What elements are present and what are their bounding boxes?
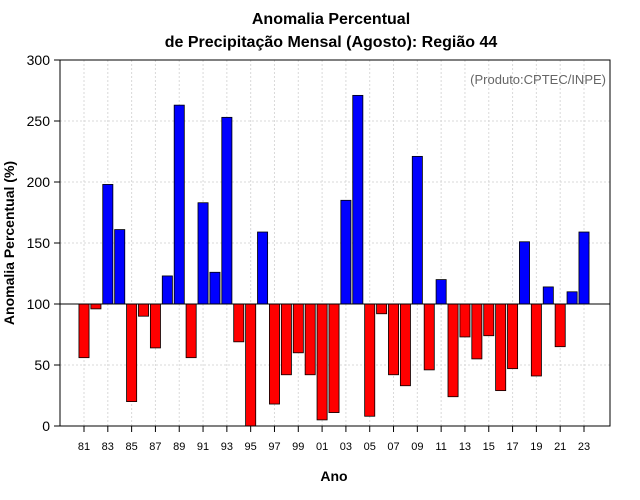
- y-tick-label: 300: [27, 52, 51, 68]
- bar-2007: [388, 303, 399, 376]
- x-tick-label: 13: [459, 441, 471, 453]
- y-axis: 0 50 100 150 200 250 300: [27, 52, 60, 434]
- x-tick-label: 01: [316, 441, 328, 453]
- x-axis: 81 83 85 87 89 91 93 95 97 99 01 03 05 07 09 11 13 15 17 19…: [78, 426, 590, 453]
- x-tick-label: 85: [125, 441, 137, 453]
- x-tick-label: 11: [435, 441, 446, 453]
- bar-1984: [114, 229, 126, 305]
- chart-title-line2: de Precipitação Mensal (Agosto): Região …: [165, 34, 498, 51]
- x-tick-label: 99: [292, 441, 304, 453]
- bar-2019: [530, 303, 542, 377]
- y-tick-label: 100: [27, 296, 51, 312]
- bar-2018: [519, 241, 530, 305]
- bar-2015: [483, 303, 495, 337]
- bars: [78, 94, 590, 427]
- x-tick-label: 89: [173, 441, 185, 453]
- credit-text: (Produto:CPTEC/INPE): [470, 72, 606, 87]
- bar-1989: [173, 104, 185, 305]
- x-tick-label: 23: [578, 441, 590, 453]
- x-tick-label: 21: [554, 441, 566, 453]
- bar-2012: [447, 303, 459, 398]
- bar-1990: [185, 303, 197, 359]
- bar-2020: [542, 286, 554, 305]
- bar-1983: [102, 184, 114, 305]
- y-tick-label: 150: [27, 235, 51, 251]
- chart-title-line1: Anomalia Percentual: [252, 11, 410, 28]
- bar-1987: [149, 303, 161, 349]
- bar-2023: [578, 231, 590, 305]
- x-tick-label: 07: [387, 441, 399, 453]
- y-tick-label: 200: [27, 174, 51, 190]
- bar-2011: [435, 279, 447, 305]
- y-tick-label: 50: [34, 357, 50, 373]
- x-tick-label: 09: [411, 441, 423, 453]
- bar-2005: [364, 303, 376, 417]
- bar-1985: [126, 303, 138, 402]
- bar-1994: [233, 303, 245, 343]
- y-tick-label: 250: [27, 113, 51, 129]
- x-tick-label: 83: [102, 441, 114, 453]
- bar-2022: [566, 291, 578, 305]
- bar-1991: [197, 202, 209, 305]
- bar-1993: [221, 116, 233, 305]
- bar-2002: [328, 303, 340, 413]
- x-tick-label: 17: [506, 441, 518, 453]
- bar-2003: [340, 199, 352, 305]
- x-tick-label: 15: [483, 441, 495, 453]
- bar-2008: [399, 303, 411, 387]
- bar-1986: [138, 303, 149, 317]
- bar-1988: [161, 275, 173, 305]
- bar-2021: [554, 303, 566, 348]
- bar-1982: [90, 303, 102, 310]
- bar-1999: [292, 303, 304, 354]
- y-tick-label: 0: [42, 418, 50, 434]
- x-tick-label: 05: [364, 441, 376, 453]
- bar-2014: [471, 303, 483, 360]
- bar-1997: [269, 303, 280, 405]
- bar-2006: [376, 303, 388, 315]
- x-tick-label: 91: [197, 441, 209, 453]
- x-tick-label: 95: [245, 441, 257, 453]
- bar-2004: [352, 94, 364, 305]
- bar-2016: [495, 303, 507, 392]
- x-tick-label: 19: [530, 441, 542, 453]
- bar-1992: [209, 271, 221, 305]
- x-tick-label: 81: [78, 441, 90, 453]
- x-tick-label: 93: [221, 441, 233, 453]
- bar-1996: [257, 231, 269, 305]
- bar-2009: [411, 155, 423, 305]
- bar-1981: [78, 303, 90, 359]
- y-axis-label: Anomalia Percentual (%): [1, 161, 17, 325]
- bar-1995: [245, 303, 257, 427]
- bar-2010: [423, 303, 435, 371]
- bar-2000: [304, 303, 316, 376]
- x-tick-label: 03: [340, 441, 352, 453]
- x-axis-label: Ano: [320, 468, 347, 484]
- bar-1998: [280, 303, 292, 376]
- x-tick-label: 87: [149, 441, 161, 453]
- bar-2001: [316, 303, 328, 421]
- bar-2013: [459, 303, 471, 338]
- bar-2017: [507, 303, 519, 370]
- x-tick-label: 97: [268, 441, 280, 453]
